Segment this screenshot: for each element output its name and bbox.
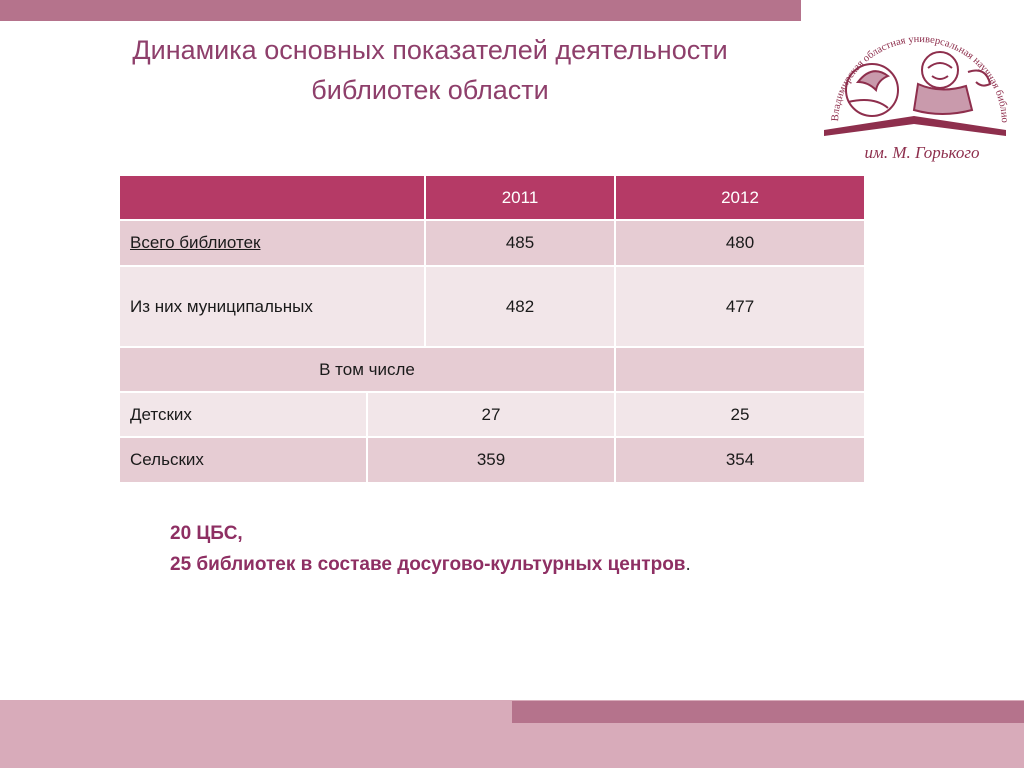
table-cell-municipal-2012: 477 (616, 267, 864, 346)
row-label-including: В том числе (120, 348, 616, 391)
row-label-total: Всего библиотек (130, 233, 261, 252)
table-cell-total-2011: 485 (426, 221, 616, 265)
table-header-blank (120, 176, 426, 219)
table-cell-total-2012: 480 (616, 221, 864, 265)
summary-note-line-2-text: 25 библиотек в составе досугово-культурн… (170, 554, 686, 575)
row-label-children: Детских (120, 393, 368, 436)
table-row-label: Всего библиотек (120, 221, 426, 265)
table-cell-including-2012 (616, 348, 864, 391)
row-label-municipal: Из них муниципальных (120, 267, 426, 346)
summary-note-line-2: 25 библиотек в составе досугово-культурн… (170, 549, 691, 580)
table-cell-rural-2012: 354 (616, 438, 864, 482)
top-accent-bar (0, 0, 801, 21)
library-logo: Владимирская областная универсальная нау… (816, 4, 1014, 172)
page-title-line-1: Динамика основных показателей деятельнос… (132, 35, 728, 65)
row-label-rural: Сельских (120, 438, 368, 482)
page-title: Динамика основных показателей деятельнос… (60, 30, 800, 110)
table-cell-children-2011: 27 (368, 393, 616, 436)
table-header-2012: 2012 (616, 176, 864, 219)
page-title-line-2: библиотек области (311, 75, 549, 105)
summary-note-period: . (685, 554, 691, 575)
stats-table: 2011 2012 Всего библиотек 485 480 Из них… (120, 176, 864, 482)
table-cell-children-2012: 25 (616, 393, 864, 436)
logo-signature: им. М. Горького (865, 143, 980, 162)
table-cell-rural-2011: 359 (368, 438, 616, 482)
summary-note-line-1: 20 ЦБС, (170, 523, 243, 544)
bottom-decor-strip (512, 701, 1024, 723)
table-cell-municipal-2011: 482 (426, 267, 616, 346)
summary-note: 20 ЦБС, 25 библиотек в составе досугово-… (170, 518, 691, 580)
table-header-2011: 2011 (426, 176, 616, 219)
lion-on-book-emblem-icon: Владимирская областная универсальная нау… (816, 4, 1010, 162)
